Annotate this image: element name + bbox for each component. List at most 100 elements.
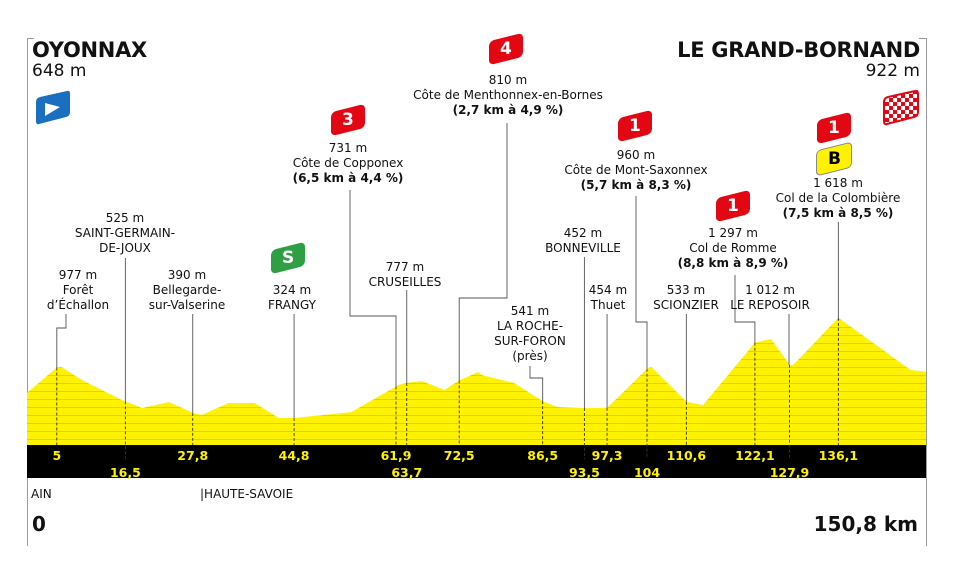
- marker-name: (près): [512, 349, 548, 363]
- km-band: [27, 445, 926, 478]
- marker-name: Thuet: [590, 298, 626, 312]
- km-tick-label: 86,5: [527, 448, 558, 463]
- km-tick-label: 97,3: [592, 448, 623, 463]
- badge-label: 1: [727, 196, 739, 216]
- marker-label: 541 m LA ROCHE- SUR-FORON (près): [494, 304, 566, 364]
- km-tick-label: 104: [634, 465, 660, 480]
- marker-elevation: 960 m: [616, 148, 656, 162]
- km-tick-label: 5: [52, 448, 61, 463]
- climb-stats: (8,8 km à 8,9 %): [677, 256, 789, 270]
- marker-name: SUR-FORON: [494, 334, 566, 348]
- distance-end: 150,8 km: [813, 512, 918, 536]
- marker-name: Bellegarde-: [152, 283, 222, 297]
- marker-name: SAINT-GERMAIN-: [74, 226, 176, 240]
- marker-label: 1 297 m Col de Romme (8,8 km à 8,9 %): [678, 226, 789, 271]
- marker-label: 390 m Bellegarde-sur-Valserine: [149, 268, 226, 313]
- marker-elevation: 1 618 m: [813, 176, 863, 190]
- km-tick-label: 63,7: [391, 465, 422, 480]
- badge-label: S: [281, 248, 295, 268]
- marker-name: Col de Romme: [689, 241, 777, 255]
- marker-label: 810 m Côte de Menthonnex-en-Bornes (2,7 km…: [413, 73, 603, 118]
- km-tick-label: 16,5: [110, 465, 141, 480]
- marker-name: Côte de Mont-Saxonnex: [564, 163, 708, 177]
- marker-name: BONNEVILLE: [545, 241, 621, 255]
- marker-elevation: 324 m: [272, 283, 312, 297]
- km-tick-label: 127,9: [770, 465, 810, 480]
- marker-name: sur-Valserine: [148, 298, 226, 312]
- marker-elevation: 452 m: [563, 226, 603, 240]
- checkered-finish-flag-icon: [883, 90, 919, 126]
- marker-label: 731 m Côte de Copponex (6,5 km à 4,4 %): [293, 141, 404, 186]
- marker-name: LE REPOSOIR: [730, 298, 810, 312]
- marker-elevation: 731 m: [328, 141, 368, 155]
- frame-left-top: [27, 38, 34, 39]
- leader-line: [56, 314, 67, 368]
- start-flag-icon: [36, 90, 70, 125]
- distance-start: 0: [32, 512, 46, 536]
- marker-elevation: 533 m: [666, 283, 706, 297]
- marker-label: 324 m FRANGY: [268, 283, 316, 313]
- frame-right-top: [919, 38, 926, 39]
- marker-elevation: 541 m: [510, 304, 550, 318]
- km-tick-label: 44,8: [279, 448, 310, 463]
- marker-label: 533 m SCIONZIER: [653, 283, 719, 313]
- marker-label: 977 m Forêt d’Échallon: [47, 268, 109, 313]
- marker-name: CRUSEILLES: [368, 275, 442, 289]
- marker-label: 777 m CRUSEILLES: [369, 260, 442, 290]
- finish-elevation: 922 m: [865, 61, 920, 81]
- leader-line: [458, 123, 508, 381]
- region-ain: AIN: [31, 487, 52, 501]
- frame-left: [27, 38, 28, 546]
- marker-label: 454 m Thuet: [589, 283, 627, 313]
- leader-line: [349, 190, 397, 387]
- climb-stats: (5,7 km à 8,3 %): [580, 178, 692, 192]
- climb-stats: (2,7 km à 4,9 %): [452, 103, 564, 117]
- marker-name: SCIONZIER: [653, 298, 719, 312]
- marker-name: Forêt: [62, 283, 94, 297]
- km-tick-label: 93,5: [569, 465, 600, 480]
- marker-elevation: 525 m: [105, 211, 145, 225]
- start-elevation: 648 m: [32, 61, 87, 81]
- marker-name: DE-JOUX: [99, 241, 151, 255]
- marker-elevation: 977 m: [58, 268, 98, 282]
- marker-elevation: 1 012 m: [745, 283, 795, 297]
- km-tick-label: 72,5: [444, 448, 475, 463]
- marker-name: Côte de Menthonnex-en-Bornes: [413, 88, 603, 102]
- frame-right: [926, 38, 927, 546]
- marker-elevation: 810 m: [488, 73, 528, 87]
- marker-name: d’Échallon: [46, 298, 110, 312]
- marker-name: Côte de Copponex: [292, 156, 404, 170]
- badge-label: 1: [629, 116, 641, 136]
- finish-town: LE GRAND-BORNAND: [677, 38, 920, 62]
- km-tick-label: 122,1: [735, 448, 775, 463]
- marker-label: 525 m SAINT-GERMAIN- DE-JOUX: [75, 211, 175, 256]
- marker-elevation: 777 m: [385, 260, 425, 274]
- region-haute-savoie: |HAUTE-SAVOIE: [200, 487, 294, 501]
- marker-label: 1 618 m Col de la Colombière (7,5 km à 8,5…: [776, 176, 901, 221]
- leader-line: [635, 196, 648, 369]
- elevation-profile-area: [27, 317, 926, 445]
- climb-stats: (6,5 km à 4,4 %): [292, 171, 404, 185]
- badge-label: 3: [342, 110, 354, 130]
- marker-name: Col de la Colombière: [775, 191, 901, 205]
- marker-label: 1 012 m LE REPOSOIR: [730, 283, 810, 313]
- km-tick-label: 136,1: [819, 448, 859, 463]
- badge-label: 4: [500, 39, 512, 59]
- marker-label: 960 m Côte de Mont-Saxonnex (5,7 km à 8,3 …: [564, 148, 707, 193]
- badge-label: 1: [828, 118, 840, 138]
- km-tick-label: 61,9: [381, 448, 412, 463]
- badge-label: B: [827, 149, 841, 169]
- marker-name: LA ROCHE-: [496, 319, 564, 333]
- start-town: OYONNAX: [32, 38, 147, 62]
- marker-elevation: 1 297 m: [708, 226, 758, 240]
- km-tick-label: 27,8: [177, 448, 208, 463]
- leader-line: [529, 366, 544, 402]
- marker-label: 452 m BONNEVILLE: [545, 226, 621, 256]
- marker-name: FRANGY: [268, 298, 316, 312]
- marker-elevation: 390 m: [167, 268, 207, 282]
- climb-stats: (7,5 km à 8,5 %): [782, 206, 894, 220]
- km-tick-label: 110,6: [667, 448, 707, 463]
- leader-line: [734, 275, 756, 343]
- marker-elevation: 454 m: [588, 283, 628, 297]
